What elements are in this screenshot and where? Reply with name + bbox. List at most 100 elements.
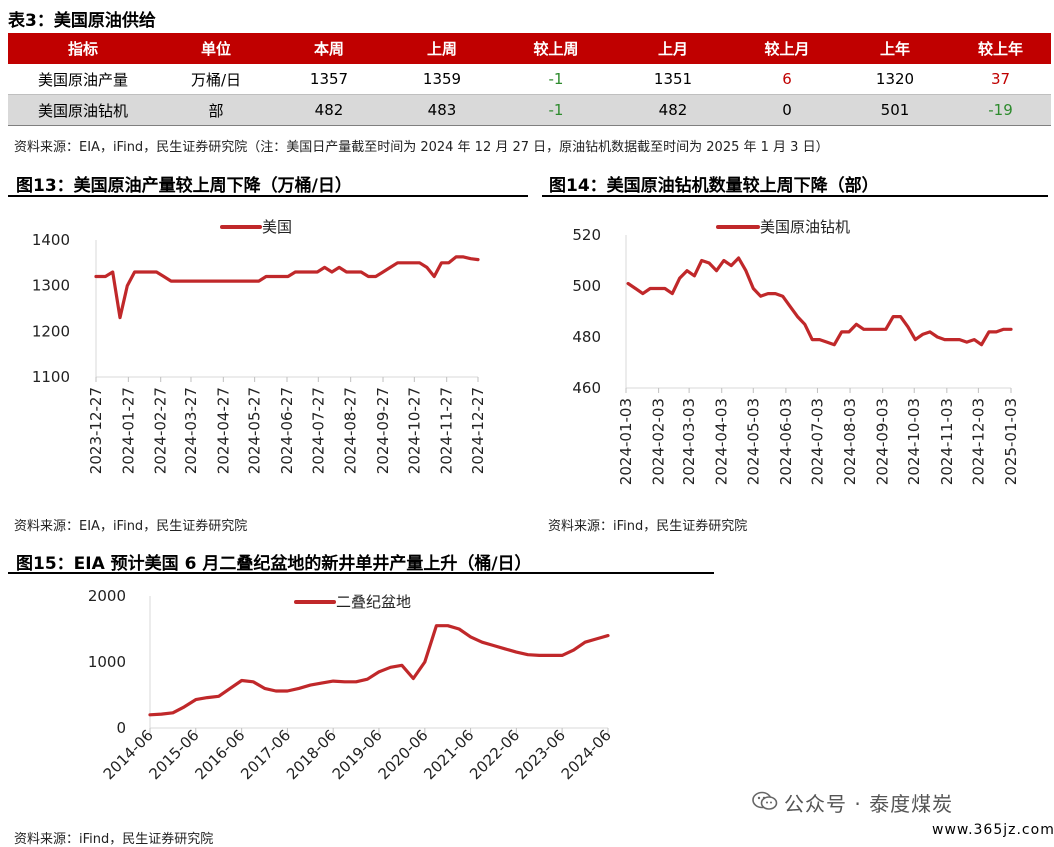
header-unit: 单位 — [158, 33, 274, 64]
table3-title: 表3：美国原油供给 — [8, 11, 156, 31]
table-cell: 部 — [158, 94, 274, 126]
table-cell: 1320 — [840, 64, 950, 95]
table-cell: -1 — [500, 64, 612, 95]
x-tick-label: 2023-12-27 — [87, 387, 105, 474]
table-cell: 万桶/日 — [158, 64, 274, 95]
x-tick-label: 2021-06 — [420, 726, 477, 783]
table-cell: 美国原油钻机 — [8, 94, 158, 126]
x-tick-label: 2024-07-03 — [808, 398, 826, 485]
x-tick-label: 2024-12-03 — [969, 398, 987, 485]
table-cell: 1351 — [612, 64, 734, 95]
y-tick-label: 0 — [116, 719, 126, 737]
x-tick-label: 2024-04-27 — [214, 387, 232, 474]
table-cell: 美国原油产量 — [8, 64, 158, 95]
table-cell: 483 — [384, 94, 500, 126]
fig15-source: 资料来源：iFind，民生证券研究院 — [14, 832, 214, 847]
table-header-row: 指标 单位 本周 上周 较上周 上月 较上月 上年 较上年 — [8, 33, 1051, 64]
legend-label: 二叠纪盆地 — [336, 593, 411, 611]
table-cell: -19 — [950, 94, 1051, 126]
x-tick-label: 2024-10-03 — [905, 398, 923, 485]
x-tick-label: 2024-02-03 — [650, 398, 668, 485]
table-cell: 6 — [734, 64, 840, 95]
table-cell: 501 — [840, 94, 950, 126]
x-tick-label: 2024-03-03 — [680, 398, 698, 485]
header-vs-last-week: 较上周 — [500, 33, 612, 64]
header-indicator: 指标 — [8, 33, 158, 64]
x-tick-label: 2024-06 — [558, 726, 615, 783]
watermark-site: www.365jz.com — [932, 822, 1054, 838]
header-this-week: 本周 — [274, 33, 384, 64]
x-tick-label: 2024-10-27 — [405, 387, 423, 474]
x-tick-label: 2023-06 — [512, 726, 569, 783]
x-tick-label: 2015-06 — [146, 726, 203, 783]
x-tick-label: 2016-06 — [191, 726, 248, 783]
x-tick-label: 2024-09-27 — [374, 387, 392, 474]
x-tick-label: 2020-06 — [375, 726, 432, 783]
x-tick-label: 2024-01-03 — [617, 398, 635, 485]
x-tick-label: 2022-06 — [466, 726, 523, 783]
series-line — [94, 255, 480, 320]
x-tick-label: 2024-11-27 — [438, 387, 456, 474]
legend-label: 美国 — [262, 218, 292, 236]
x-tick-label: 2019-06 — [329, 726, 386, 783]
x-tick-label: 2024-04-03 — [713, 398, 731, 485]
table-cell: 1357 — [274, 64, 384, 95]
x-tick-label: 2014-06 — [100, 726, 157, 783]
x-tick-label: 2024-09-03 — [874, 398, 892, 485]
y-tick-label: 1100 — [32, 368, 70, 386]
x-tick-label: 2024-08-27 — [342, 387, 360, 474]
x-tick-label: 2024-05-27 — [246, 387, 264, 474]
fig14-chart: 460 480 500 520 2024-01-03 2024-02-03 2024-03-… — [572, 218, 1020, 485]
table-cell: 482 — [274, 94, 384, 126]
series-line — [148, 624, 610, 717]
x-tick-label: 2024-02-27 — [152, 387, 170, 474]
x-tick-label: 2024-08-03 — [841, 398, 859, 485]
y-tick-label: 1300 — [32, 277, 70, 295]
fig13-source: 资料来源：EIA，iFind，民生证券研究院 — [14, 519, 248, 534]
x-tick-label: 2024-11-03 — [938, 398, 956, 485]
series-line — [626, 256, 1013, 347]
header-last-week: 上周 — [384, 33, 500, 64]
y-tick-label: 1000 — [88, 653, 126, 671]
watermark-text: 公众号 · 泰度煤炭 — [784, 792, 954, 816]
fig13-chart: 1100 1200 1300 1400 2023-12-27 2024-01-27 2024… — [32, 218, 487, 474]
y-tick-label: 460 — [572, 379, 601, 397]
y-tick-label: 500 — [572, 277, 601, 295]
x-tick-label: 2024-01-27 — [119, 387, 137, 474]
fig14-title-rule — [542, 195, 1048, 197]
supply-table: 指标 单位 本周 上周 较上周 上月 较上月 上年 较上年 美国原油产量 万桶/… — [8, 33, 1051, 126]
x-tick-label: 2025-01-03 — [1002, 398, 1020, 485]
fig13-title-rule — [8, 195, 528, 197]
y-tick-label: 1400 — [32, 231, 70, 249]
y-tick-label: 1200 — [32, 322, 70, 340]
fig15-title: 图15：EIA 预计美国 6 月二叠纪盆地的新井单井产量上升（桶/日） — [16, 554, 532, 574]
x-tick-label: 2017-06 — [237, 726, 294, 783]
x-tick-label: 2024-06-03 — [777, 398, 795, 485]
x-tick-label: 2024-06-27 — [278, 387, 296, 474]
wechat-icon — [752, 791, 778, 810]
fig14-source: 资料来源：iFind，民生证券研究院 — [548, 519, 748, 534]
x-tick-label: 2024-12-27 — [469, 387, 487, 474]
table-row: 美国原油钻机 部 482 483 -1 482 0 501 -19 — [8, 94, 1051, 126]
legend-label: 美国原油钻机 — [760, 218, 850, 236]
table-cell: 0 — [734, 94, 840, 126]
header-last-month: 上月 — [612, 33, 734, 64]
header-vs-last-month: 较上月 — [734, 33, 840, 64]
table3-source: 资料来源：EIA，iFind，民生证券研究院（注：美国日产量截至时间为 2024… — [14, 140, 829, 155]
fig14-title: 图14：美国原油钻机数量较上周下降（部） — [549, 176, 879, 196]
y-tick-label: 520 — [572, 226, 601, 244]
fig15-title-rule — [8, 572, 714, 574]
x-tick-label: 2024-07-27 — [309, 387, 327, 474]
fig13-title: 图13：美国原油产量较上周下降（万桶/日） — [16, 176, 352, 196]
y-tick-label: 480 — [572, 328, 601, 346]
header-last-year: 上年 — [840, 33, 950, 64]
table-cell: 37 — [950, 64, 1051, 95]
x-tick-label: 2024-03-27 — [182, 387, 200, 474]
y-tick-label: 2000 — [88, 587, 126, 605]
table-cell: -1 — [500, 94, 612, 126]
header-vs-last-year: 较上年 — [950, 33, 1051, 64]
table-row: 美国原油产量 万桶/日 1357 1359 -1 1351 6 1320 37 — [8, 64, 1051, 95]
table-cell: 482 — [612, 94, 734, 126]
x-tick-label: 2024-05-03 — [744, 398, 762, 485]
